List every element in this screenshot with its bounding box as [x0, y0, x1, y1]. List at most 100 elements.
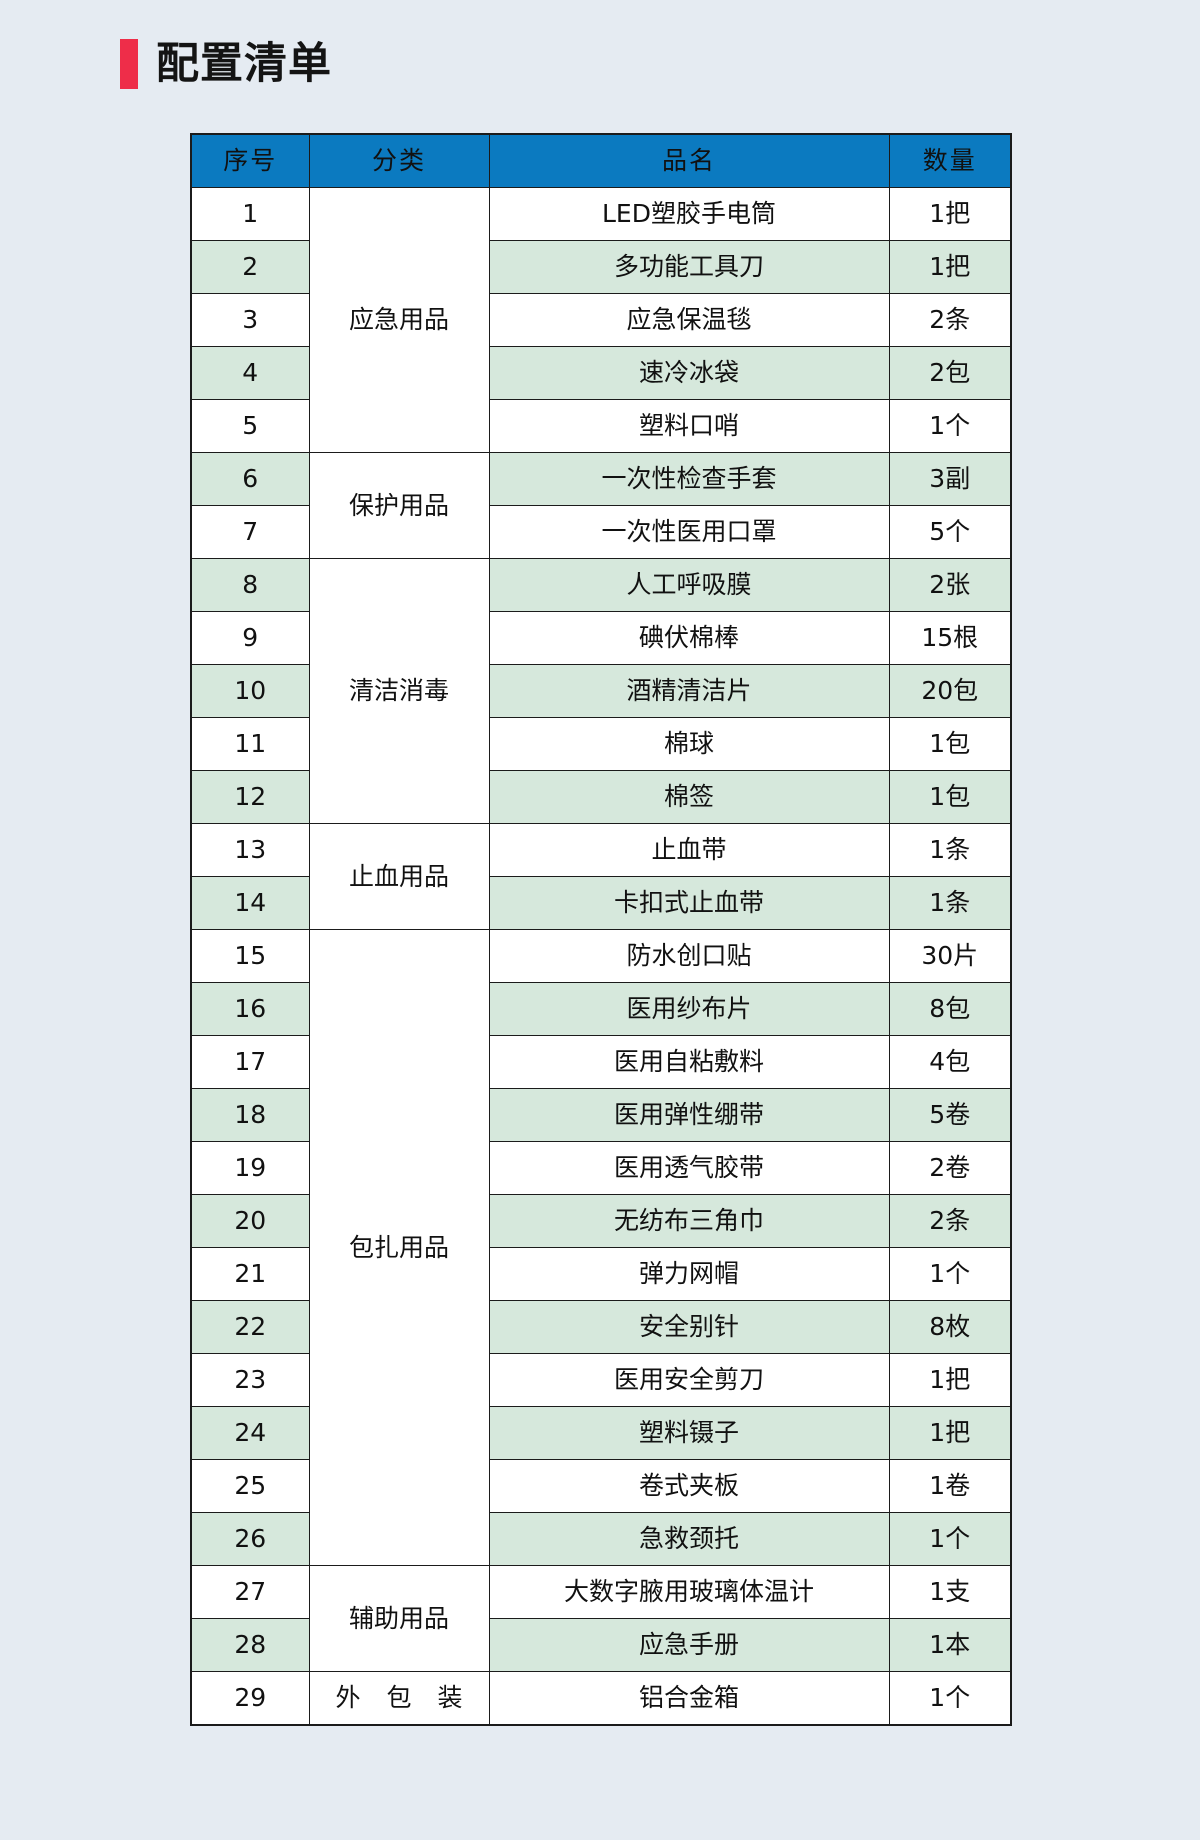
cell-index: 23: [190, 1353, 310, 1407]
cell-item-name: 一次性检查手套: [488, 452, 890, 506]
cell-quantity: 1个: [888, 399, 1012, 453]
cell-quantity: 1把: [888, 187, 1012, 241]
cell-index: 27: [190, 1565, 310, 1619]
table-header: 序号 分类 品名 数量: [190, 133, 1012, 188]
table-row: 4 速冷冰袋 2包: [190, 346, 1012, 400]
cell-index: 29: [190, 1671, 310, 1726]
cell-index: 21: [190, 1247, 310, 1301]
table-body: 1 应急用品 LED塑胶手电筒 1把 2 多功能工具刀 1把 3 应急保温毯 2条 4 速冷冰袋 2包 5…: [190, 187, 1012, 1726]
cell-index: 6: [190, 452, 310, 506]
cell-item-name: 医用弹性绷带: [488, 1088, 890, 1142]
cell-item-name: 人工呼吸膜: [488, 558, 890, 612]
cell-item-name: 一次性医用口罩: [488, 505, 890, 559]
cell-quantity: 2条: [888, 1194, 1012, 1248]
cell-index: 26: [190, 1512, 310, 1566]
table-row: 20 无纺布三角巾 2条: [190, 1194, 1012, 1248]
cell-quantity: 1个: [888, 1512, 1012, 1566]
cell-index: 3: [190, 293, 310, 347]
cell-quantity: 30片: [888, 929, 1012, 983]
cell-quantity: 1包: [888, 717, 1012, 771]
table-row: 24 塑料镊子 1把: [190, 1406, 1012, 1460]
table-row: 9 碘伏棉棒 15根: [190, 611, 1012, 665]
cell-quantity: 4包: [888, 1035, 1012, 1089]
table-row: 16 医用纱布片 8包: [190, 982, 1012, 1036]
cell-quantity: 1卷: [888, 1459, 1012, 1513]
table-row: 26 急救颈托 1个: [190, 1512, 1012, 1566]
table-row: 22 安全别针 8枚: [190, 1300, 1012, 1354]
table-header-row: 序号 分类 品名 数量: [190, 133, 1012, 188]
cell-item-name: 应急保温毯: [488, 293, 890, 347]
cell-quantity: 1本: [888, 1618, 1012, 1672]
table-row: 5 塑料口哨 1个: [190, 399, 1012, 453]
cell-item-name: 无纺布三角巾: [488, 1194, 890, 1248]
cell-index: 1: [190, 187, 310, 241]
cell-item-name: 多功能工具刀: [488, 240, 890, 294]
column-header-name: 品名: [488, 133, 890, 188]
cell-category: 止血用品: [308, 823, 490, 930]
cell-item-name: 急救颈托: [488, 1512, 890, 1566]
cell-item-name: 安全别针: [488, 1300, 890, 1354]
cell-quantity: 1条: [888, 876, 1012, 930]
cell-item-name: 塑料口哨: [488, 399, 890, 453]
table-row: 12 棉签 1包: [190, 770, 1012, 824]
cell-item-name: 速冷冰袋: [488, 346, 890, 400]
cell-index: 17: [190, 1035, 310, 1089]
cell-item-name: 医用自粘敷料: [488, 1035, 890, 1089]
table-row: 8 清洁消毒 人工呼吸膜 2张: [190, 558, 1012, 824]
title-accent-bar: [120, 39, 138, 89]
cell-category: 清洁消毒: [308, 558, 490, 824]
cell-quantity: 1个: [888, 1247, 1012, 1301]
cell-index: 13: [190, 823, 310, 877]
cell-item-name: 棉球: [488, 717, 890, 771]
cell-item-name: 铝合金箱: [488, 1671, 890, 1726]
cell-index: 9: [190, 611, 310, 665]
table-row: 29 外 包 装铝合金箱 1个: [190, 1671, 1012, 1726]
table-row: 1 应急用品 LED塑胶手电筒 1把: [190, 187, 1012, 453]
table-row: 14 卡扣式止血带 1条: [190, 876, 1012, 930]
cell-quantity: 8包: [888, 982, 1012, 1036]
cell-item-name: 应急手册: [488, 1618, 890, 1672]
cell-item-name: 酒精清洁片: [488, 664, 890, 718]
cell-index: 5: [190, 399, 310, 453]
table-row: 25 卷式夹板 1卷: [190, 1459, 1012, 1513]
cell-index: 8: [190, 558, 310, 612]
cell-item-name: 医用透气胶带: [488, 1141, 890, 1195]
cell-quantity: 1把: [888, 1353, 1012, 1407]
cell-item-name: 止血带: [488, 823, 890, 877]
cell-category: 应急用品: [308, 187, 490, 453]
cell-quantity: 2条: [888, 293, 1012, 347]
cell-quantity: 1把: [888, 240, 1012, 294]
cell-item-name: 塑料镊子: [488, 1406, 890, 1460]
cell-index: 16: [190, 982, 310, 1036]
cell-index: 15: [190, 929, 310, 983]
cell-index: 10: [190, 664, 310, 718]
cell-index: 28: [190, 1618, 310, 1672]
cell-quantity: 8枚: [888, 1300, 1012, 1354]
cell-quantity: 15根: [888, 611, 1012, 665]
cell-quantity: 1个: [888, 1671, 1012, 1726]
cell-category: 包扎用品: [308, 929, 490, 1566]
cell-item-name: 碘伏棉棒: [488, 611, 890, 665]
table-row: 28 应急手册 1本: [190, 1618, 1012, 1672]
cell-index: 25: [190, 1459, 310, 1513]
cell-quantity: 2张: [888, 558, 1012, 612]
cell-index: 7: [190, 505, 310, 559]
cell-index: 24: [190, 1406, 310, 1460]
cell-index: 19: [190, 1141, 310, 1195]
table-row: 18 医用弹性绷带 5卷: [190, 1088, 1012, 1142]
cell-item-name: 卷式夹板: [488, 1459, 890, 1513]
cell-index: 14: [190, 876, 310, 930]
table-row: 11 棉球 1包: [190, 717, 1012, 771]
table-row: 21 弹力网帽 1个: [190, 1247, 1012, 1301]
cell-quantity: 2卷: [888, 1141, 1012, 1195]
column-header-index: 序号: [190, 133, 310, 188]
table-row: 15 包扎用品 防水创口贴 30片: [190, 929, 1012, 1566]
cell-index: 4: [190, 346, 310, 400]
cell-index: 12: [190, 770, 310, 824]
page-header: 配置清单: [0, 0, 1200, 89]
table-row: 27 辅助用品 大数字腋用玻璃体温计 1支: [190, 1565, 1012, 1672]
table-row: 3 应急保温毯 2条: [190, 293, 1012, 347]
cell-item-name: 防水创口贴: [488, 929, 890, 983]
cell-quantity: 5卷: [888, 1088, 1012, 1142]
